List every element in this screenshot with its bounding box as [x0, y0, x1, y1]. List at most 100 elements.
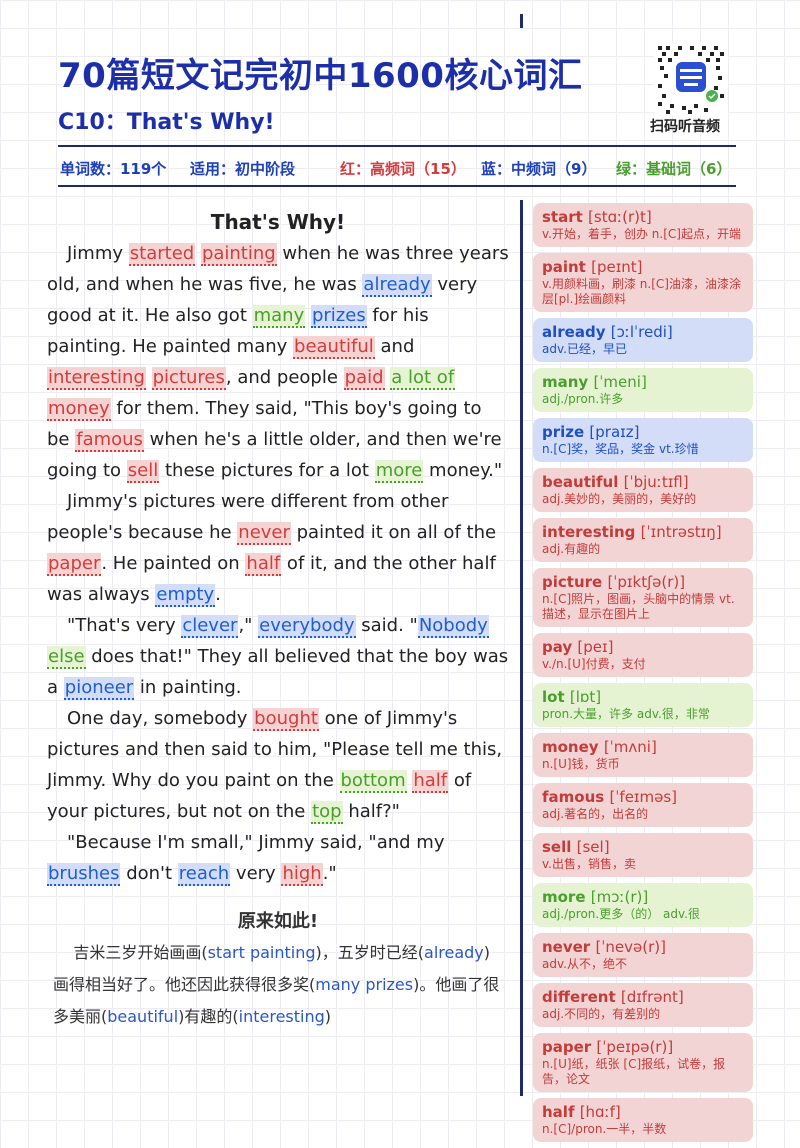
vocab-card-phonetic: [ɔːlˈredi]	[610, 323, 673, 341]
vocab-card-word: already [ɔːlˈredi]	[542, 322, 744, 342]
vocab-card-phonetic: [ˈɪntrəstɪŋ]	[640, 523, 722, 541]
vocab-word-painting: painting	[200, 243, 277, 266]
vocab-word-prizes: prizes	[310, 305, 367, 328]
vocab-word-pioneer: pioneer	[63, 677, 135, 700]
chinese-title: 原来如此!	[237, 911, 319, 932]
vocab-card-phonetic: [praɪz]	[589, 423, 640, 441]
vocab-word-more: more	[374, 460, 424, 483]
header-rule-top	[58, 145, 736, 147]
vocab-card-headword: beautiful	[542, 473, 619, 491]
vocab-card-headword: money	[542, 738, 599, 756]
vocab-card-definition: adj.有趣的	[542, 542, 601, 556]
vocab-card-phonetic: [lɒt]	[569, 688, 602, 706]
vocab-card-word: money [ˈmʌni]	[542, 737, 744, 757]
vocab-card-famous[interactable]: famous [ˈfeɪməs] adj.著名的，出名的	[533, 783, 753, 827]
vocab-word-paid: paid	[343, 367, 385, 390]
vocab-card-never[interactable]: never [ˈnevə(r)] adv.从不，绝不	[533, 933, 753, 977]
legend-blue: 蓝：中频词（9）	[481, 160, 597, 178]
vocab-card-phonetic: [ˈpɪktʃə(r)]	[607, 573, 686, 591]
vocab-word-famous: famous	[75, 429, 144, 452]
vocab-card-phonetic: [mɔː(r)]	[590, 888, 649, 906]
vocab-word-a-lot-of: a lot of	[390, 367, 456, 390]
vocab-card-definition: n.[C]奖，奖品，奖金 vt.珍惜	[542, 442, 699, 456]
vocab-card-word: lot [lɒt]	[542, 687, 744, 707]
vocab-word-already: already	[362, 274, 432, 297]
legend-green: 绿：基础词（6）	[616, 160, 732, 178]
vocab-card-already[interactable]: already [ɔːlˈredi] adv.已经，早已	[533, 318, 753, 362]
vocab-card-different[interactable]: different [dɪfrənt] adj.不同的，有差别的	[533, 983, 753, 1027]
vocab-card-definition: adj.著名的，出名的	[542, 807, 649, 821]
top-marker	[520, 14, 523, 28]
vocab-card-lot[interactable]: lot [lɒt] pron.大量，许多 adv.很，非常	[533, 683, 753, 727]
vocab-card-interesting[interactable]: interesting [ˈɪntrəstɪŋ] adj.有趣的	[533, 518, 753, 562]
vocab-word-interesting: interesting	[47, 367, 146, 390]
vocab-card-definition: adv.已经，早已	[542, 342, 627, 356]
vocab-word-everybody: everybody	[258, 615, 356, 638]
vocab-card-headword: more	[542, 888, 586, 906]
vocab-card-money[interactable]: money [ˈmʌni] n.[U]钱，货币	[533, 733, 753, 777]
vocab-card-headword: paint	[542, 258, 586, 276]
vocab-card-headword: many	[542, 373, 589, 391]
vocab-word-reach: reach	[177, 863, 231, 886]
vocab-card-word: famous [ˈfeɪməs]	[542, 787, 744, 807]
qr-caption: 扫码听音频	[650, 119, 720, 135]
vocab-card-word: interesting [ˈɪntrəstɪŋ]	[542, 522, 744, 542]
vocab-card-headword: lot	[542, 688, 565, 706]
vocab-card-headword: interesting	[542, 523, 636, 541]
vocab-word-sell: sell	[126, 460, 160, 483]
vocab-word-half-2: half	[412, 770, 449, 793]
vocab-card-phonetic: [ˈnevə(r)]	[595, 938, 666, 956]
vocab-card-phonetic: [ˈpeɪpə(r)]	[596, 1038, 674, 1056]
vocab-card-sell[interactable]: sell [sel] v.出售，销售，卖	[533, 833, 753, 877]
vocab-card-paint[interactable]: paint [peɪnt] v.用颜料画，刷漆 n.[C]油漆，油漆涂层[pl.]…	[533, 253, 753, 312]
vocab-card-phonetic: [dɪfrənt]	[620, 988, 684, 1006]
vocab-card-headword: paper	[542, 1038, 592, 1056]
vocab-card-definition: pron.大量，许多 adv.很，非常	[542, 707, 710, 721]
chapter-subtitle: C10：That's Why!	[58, 110, 275, 135]
vocab-word-high: high	[281, 863, 323, 886]
vocab-card-headword: prize	[542, 423, 585, 441]
qr-code-icon[interactable]	[654, 42, 728, 116]
vocab-word-pictures: pictures	[151, 367, 226, 390]
vocab-card-definition: n.[C]照片，图画，头脑中的情景 vt.描述，显示在图片上	[542, 592, 735, 621]
vocab-card-more[interactable]: more [mɔː(r)] adj./pron.更多（的） adv.很	[533, 883, 753, 927]
vocab-card-half[interactable]: half [hɑːf] n.[C]/pron.一半，半数	[533, 1098, 753, 1142]
vocab-card-phonetic: [ˈmeni]	[593, 373, 647, 391]
story-column: That's Why! Jimmy started painting when …	[47, 206, 509, 1033]
vocab-card-phonetic: [ˈmʌni]	[603, 738, 657, 756]
vocab-card-word: picture [ˈpɪktʃə(r)]	[542, 572, 744, 592]
vocab-card-definition: adv.从不，绝不	[542, 957, 627, 971]
vocab-card-phonetic: [hɑːf]	[579, 1103, 621, 1121]
vocab-card-word: sell [sel]	[542, 837, 744, 857]
page-title: 70篇短文记完初中1600核心词汇	[58, 56, 583, 96]
vocab-word-many: many	[252, 305, 306, 328]
vocab-card-paper[interactable]: paper [ˈpeɪpə(r)] n.[U]纸，纸张 [C]报纸，试卷，报告，论…	[533, 1033, 753, 1092]
vocab-card-prize[interactable]: prize [praɪz] n.[C]奖，奖品，奖金 vt.珍惜	[533, 418, 753, 462]
vocab-card-headword: famous	[542, 788, 605, 806]
vocab-card-word: paint [peɪnt]	[542, 257, 744, 277]
story-title: That's Why!	[210, 210, 346, 234]
vocab-card-word: start [stɑː(r)t]	[542, 207, 744, 227]
vocab-card-word: never [ˈnevə(r)]	[542, 937, 744, 957]
vocab-card-word: prize [praɪz]	[542, 422, 744, 442]
vocab-card-start[interactable]: start [stɑː(r)t] v.开始，着手，创办 n.[C]起点，开端	[533, 203, 753, 247]
vocab-card-many[interactable]: many [ˈmeni] adj./pron.许多	[533, 368, 753, 412]
vocab-card-definition: n.[U]纸，纸张 [C]报纸，试卷，报告，论文	[542, 1057, 726, 1086]
vocab-card-definition: v.开始，着手，创办 n.[C]起点，开端	[542, 227, 741, 241]
vocab-card-beautiful[interactable]: beautiful [ˈbjuːtɪfl] adj.美妙的，美丽的，美好的	[533, 468, 753, 512]
vocab-card-phonetic: [stɑː(r)t]	[588, 208, 652, 226]
vocab-card-pay[interactable]: pay [peɪ] v./n.[U]付费，支付	[533, 633, 753, 677]
header-rule-bottom	[58, 185, 736, 187]
vocab-card-word: many [ˈmeni]	[542, 372, 744, 392]
story-paragraph-1: Jimmy started painting when he was three…	[47, 243, 509, 483]
vocab-word-paper: paper	[47, 553, 102, 576]
legend-red: 红：高频词（15）	[340, 160, 466, 178]
vocab-card-headword: pay	[542, 638, 573, 656]
vocab-card-word: more [mɔː(r)]	[542, 887, 744, 907]
vocab-word-else: else	[47, 646, 86, 669]
vocab-card-picture[interactable]: picture [ˈpɪktʃə(r)] n.[C]照片，图画，头脑中的情景 vt…	[533, 568, 753, 627]
word-count: 单词数：119个	[60, 160, 167, 178]
vocab-card-definition: adj./pron.许多	[542, 392, 624, 406]
level-label: 适用：初中阶段	[190, 160, 296, 178]
vocab-word-empty: empty	[155, 584, 216, 607]
